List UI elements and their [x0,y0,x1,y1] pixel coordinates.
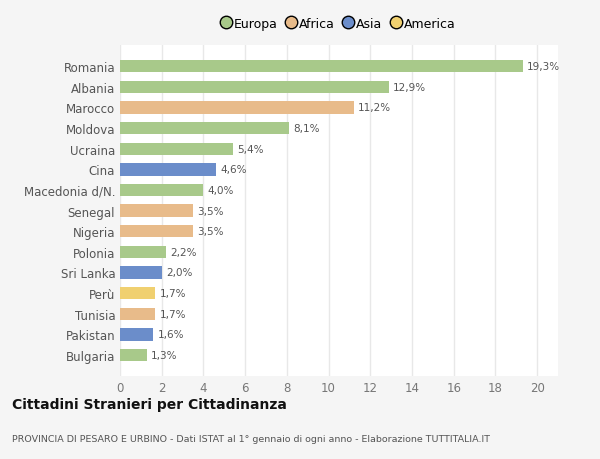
Bar [120,308,155,320]
Bar [120,102,353,114]
Text: 1,3%: 1,3% [151,350,178,360]
Text: 1,7%: 1,7% [160,288,186,298]
Bar [120,205,193,217]
Bar [120,164,216,176]
Legend: Europa, Africa, Asia, America: Europa, Africa, Asia, America [220,16,458,34]
Text: 3,5%: 3,5% [197,227,224,237]
Bar [120,82,389,94]
Bar [120,287,155,300]
Bar [120,329,154,341]
Text: 1,6%: 1,6% [158,330,184,340]
Text: 12,9%: 12,9% [393,83,427,93]
Text: 19,3%: 19,3% [527,62,560,72]
Bar [120,246,166,258]
Text: 1,7%: 1,7% [160,309,186,319]
Text: 2,0%: 2,0% [166,268,192,278]
Text: 4,0%: 4,0% [208,185,234,196]
Bar [120,349,147,361]
Bar [120,61,523,73]
Text: Cittadini Stranieri per Cittadinanza: Cittadini Stranieri per Cittadinanza [12,397,287,412]
Text: PROVINCIA DI PESARO E URBINO - Dati ISTAT al 1° gennaio di ogni anno - Elaborazi: PROVINCIA DI PESARO E URBINO - Dati ISTA… [12,434,490,442]
Text: 4,6%: 4,6% [220,165,247,175]
Text: 2,2%: 2,2% [170,247,197,257]
Text: 3,5%: 3,5% [197,206,224,216]
Text: 11,2%: 11,2% [358,103,391,113]
Bar [120,185,203,197]
Bar [120,143,233,156]
Bar [120,123,289,135]
Text: 5,4%: 5,4% [237,145,263,154]
Bar [120,267,162,279]
Bar [120,225,193,238]
Text: 8,1%: 8,1% [293,124,320,134]
